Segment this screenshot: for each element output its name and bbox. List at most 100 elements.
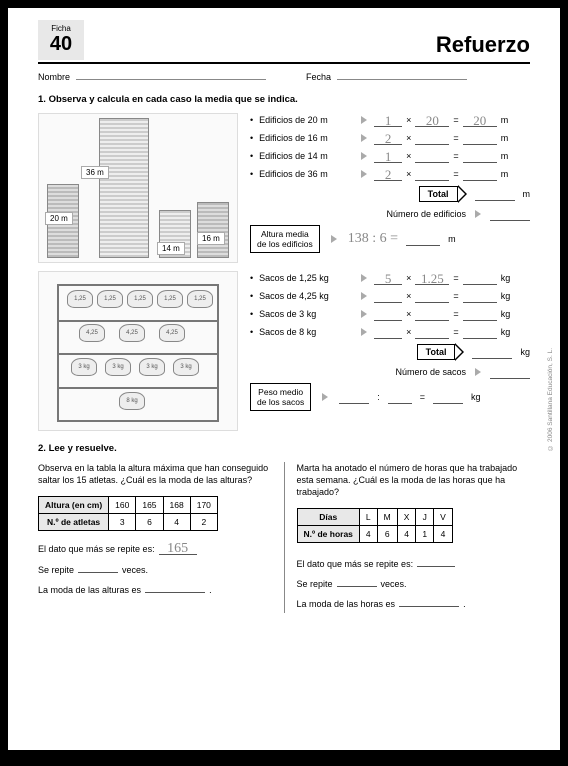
factor-a[interactable]: 5 <box>374 271 402 285</box>
result[interactable]: 20 <box>463 113 497 127</box>
triangle-icon <box>361 170 367 178</box>
triangle-icon <box>361 274 367 282</box>
answer-line-2: Se repite veces. <box>38 559 272 575</box>
total-value[interactable] <box>475 187 515 201</box>
calc-label: Edificios de 20 m <box>259 115 354 125</box>
sack: 1,25 <box>187 290 213 308</box>
sack: 3 kg <box>173 358 199 376</box>
num-edif-value[interactable] <box>490 207 530 221</box>
calc-row: • Edificios de 36 m 2 × = m <box>250 167 530 181</box>
media-label-box: Altura mediade los edificios <box>250 225 320 253</box>
media-label-box: Peso mediode los sacos <box>250 383 311 411</box>
factor-a[interactable] <box>374 325 402 339</box>
label-20m: 20 m <box>45 212 73 225</box>
q1-sacks-section: 1,251,251,251,251,254,254,254,253 kg3 kg… <box>38 271 530 431</box>
triangle-icon <box>322 393 328 401</box>
title-rule <box>38 62 530 64</box>
sack: 4,25 <box>159 324 185 342</box>
result[interactable] <box>463 325 497 339</box>
triangle-icon <box>361 292 367 300</box>
factor-a[interactable]: 1 <box>374 149 402 163</box>
calc-label: Sacos de 4,25 kg <box>259 291 354 301</box>
factor-b[interactable] <box>415 167 449 181</box>
factor-b[interactable] <box>415 325 449 339</box>
factor-b[interactable] <box>415 131 449 145</box>
ficha-number: 40 <box>38 33 84 56</box>
answer-value[interactable] <box>78 559 118 573</box>
sack: 3 kg <box>71 358 97 376</box>
calc-label: Edificios de 14 m <box>259 151 354 161</box>
answer-value[interactable] <box>417 553 455 567</box>
label-14m: 14 m <box>157 242 185 255</box>
total-tag: Total <box>419 185 467 203</box>
media-result[interactable] <box>433 390 463 404</box>
calc-label: Edificios de 16 m <box>259 133 354 143</box>
fecha-field: Fecha <box>306 68 467 82</box>
building-36m <box>99 118 149 258</box>
calc-label: Edificios de 36 m <box>259 169 354 179</box>
factor-a[interactable] <box>374 289 402 303</box>
calc-row: • Edificios de 20 m 1 × 20 = 20 m <box>250 113 530 127</box>
result[interactable] <box>463 167 497 181</box>
content: 1. Observa y calcula en cada caso la med… <box>38 94 530 613</box>
fecha-label: Fecha <box>306 72 331 82</box>
num-edif-label: Número de edificios <box>386 209 466 219</box>
total-value[interactable] <box>472 345 512 359</box>
q2-intro: Observa en la tabla la altura máxima que… <box>38 462 272 486</box>
ficha-box: Ficha 40 <box>38 20 84 60</box>
building-16m <box>197 202 229 258</box>
label-16m: 16 m <box>197 232 225 245</box>
answer-value[interactable]: 165 <box>159 541 197 555</box>
nombre-field: Nombre <box>38 68 266 82</box>
answer-line-2: Se repite veces. <box>297 573 531 589</box>
label-36m: 36 m <box>81 166 109 179</box>
triangle-icon <box>475 210 481 218</box>
fecha-input-line[interactable] <box>337 68 467 80</box>
result[interactable] <box>463 307 497 321</box>
table-header: N.º de atletas <box>39 514 109 531</box>
triangle-icon <box>361 116 367 124</box>
answer-value[interactable] <box>145 579 205 593</box>
triangle-icon <box>331 235 337 243</box>
result[interactable] <box>463 149 497 163</box>
sack: 4,25 <box>79 324 105 342</box>
q2-section: 2. Lee y resuelve. Observa en la tabla l… <box>38 443 530 613</box>
calc-row: • Sacos de 8 kg × = kg <box>250 325 530 339</box>
page-title: Refuerzo <box>436 32 530 58</box>
table-header: Días <box>297 509 359 526</box>
num-sacos-value[interactable] <box>490 365 530 379</box>
factor-b[interactable]: 20 <box>415 113 449 127</box>
name-date-fields: Nombre Fecha <box>38 68 530 82</box>
num-sacos-label: Número de sacos <box>395 367 466 377</box>
q2-right: Marta ha anotado el número de horas que … <box>285 462 531 613</box>
media-dividend[interactable] <box>339 390 369 404</box>
result[interactable] <box>463 289 497 303</box>
result[interactable] <box>463 131 497 145</box>
factor-a[interactable]: 2 <box>374 131 402 145</box>
result[interactable] <box>463 271 497 285</box>
factor-b[interactable] <box>415 289 449 303</box>
sack: 1,25 <box>97 290 123 308</box>
media-result[interactable] <box>406 232 440 246</box>
calc-label: Sacos de 1,25 kg <box>259 273 354 283</box>
media-divisor[interactable] <box>388 390 412 404</box>
answer-line-1: El dato que más se repite es: <box>297 553 531 569</box>
sacks-calc: • Sacos de 1,25 kg 5 × 1.25 = kg • Sacos… <box>250 271 530 431</box>
factor-a[interactable]: 1 <box>374 113 402 127</box>
factor-a[interactable] <box>374 307 402 321</box>
answer-value[interactable] <box>337 573 377 587</box>
nombre-input-line[interactable] <box>76 68 266 80</box>
triangle-icon <box>361 152 367 160</box>
ficha-label: Ficha <box>38 24 84 33</box>
sack: 1,25 <box>157 290 183 308</box>
sack: 8 kg <box>119 392 145 410</box>
factor-b[interactable]: 1.25 <box>415 271 449 285</box>
q2-columns: Observa en la tabla la altura máxima que… <box>38 462 530 613</box>
factor-b[interactable] <box>415 307 449 321</box>
factor-b[interactable] <box>415 149 449 163</box>
buildings-illustration: 36 m 20 m 14 m 16 m <box>38 113 238 263</box>
factor-a[interactable]: 2 <box>374 167 402 181</box>
answer-value[interactable] <box>399 593 459 607</box>
calc-row: • Edificios de 16 m 2 × = m <box>250 131 530 145</box>
shelf-illustration: 1,251,251,251,251,254,254,254,253 kg3 kg… <box>38 271 238 431</box>
